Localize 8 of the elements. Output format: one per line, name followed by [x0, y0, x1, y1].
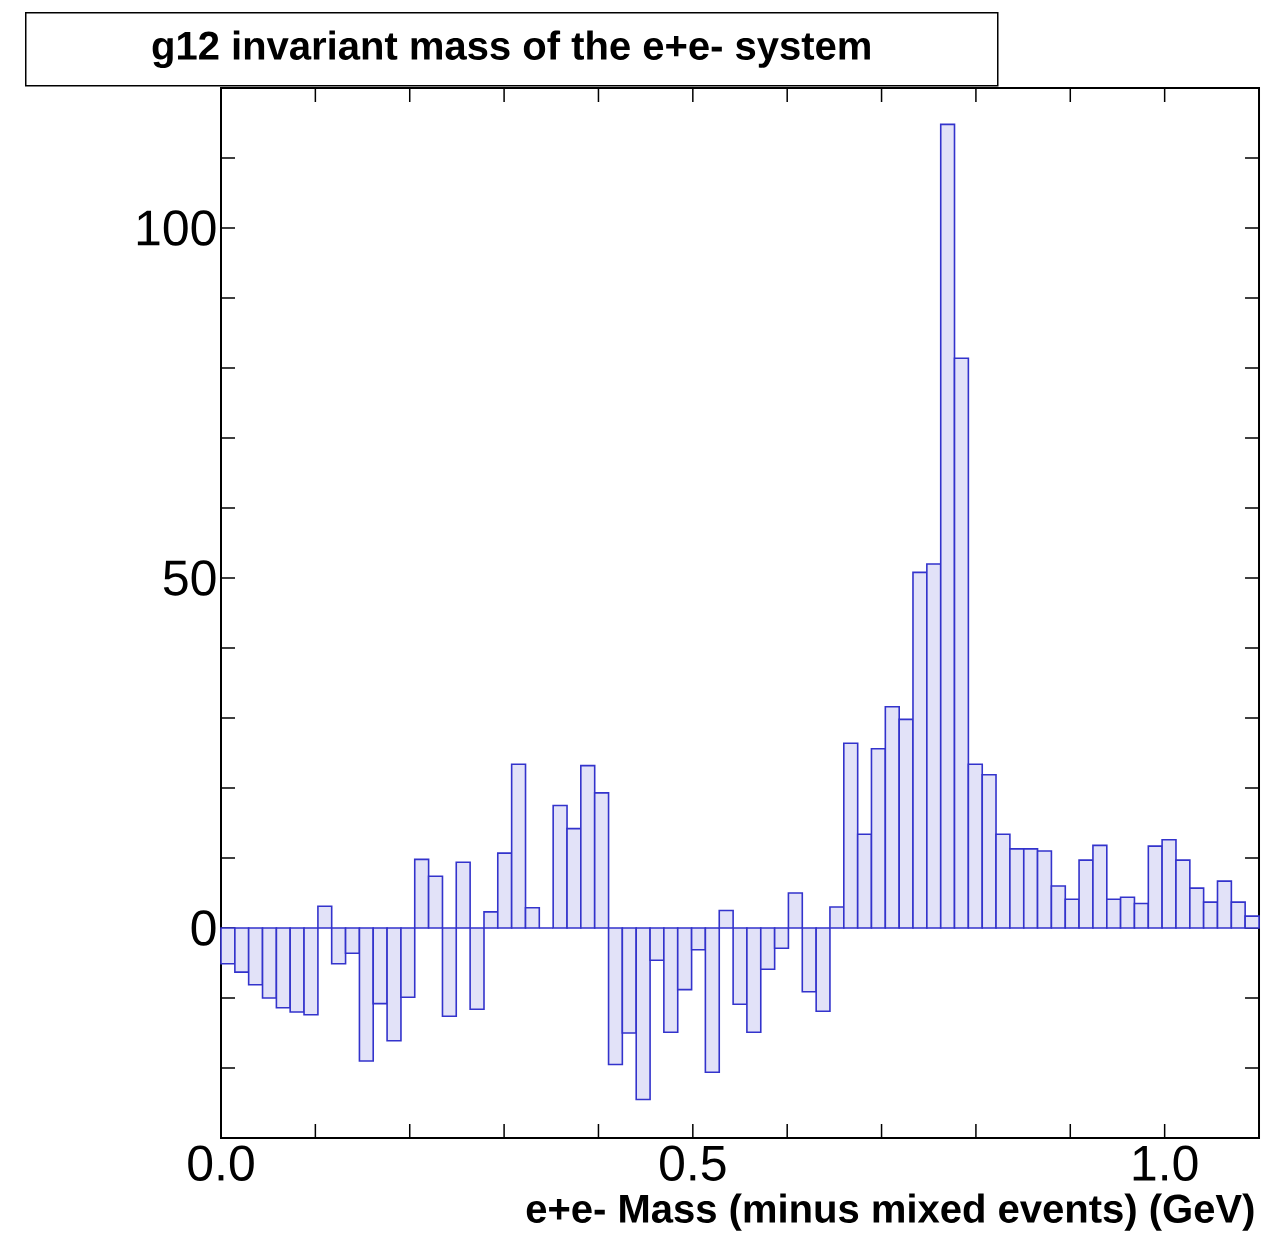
x-tick-label: 0.5: [660, 1145, 726, 1181]
chart-title: g12 invariant mass of the e+e- system: [152, 30, 870, 68]
y-tick-label: 50: [163, 560, 216, 596]
y-tick-label: 100: [137, 210, 216, 246]
x-tick-label: 0.0: [188, 1145, 254, 1181]
x-axis-title: e+e- Mass (minus mixed events) (GeV): [526, 1193, 1254, 1231]
y-tick-label: 0: [191, 910, 216, 946]
x-tick-label: 1.0: [1133, 1145, 1198, 1181]
